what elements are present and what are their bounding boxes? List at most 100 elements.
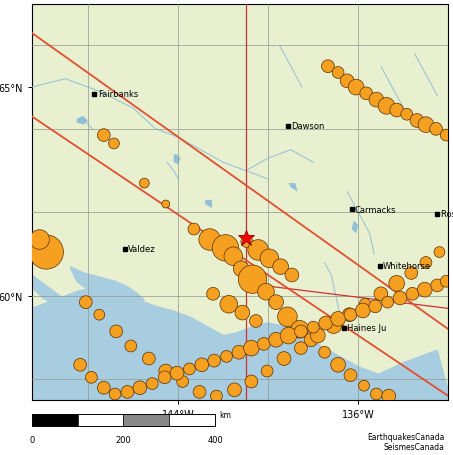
Point: [413, 117, 420, 125]
Point: [162, 201, 169, 208]
Point: [173, 369, 181, 377]
Point: [162, 368, 169, 375]
Text: EarthquakesCanada
SeismesCanada: EarthquakesCanada SeismesCanada: [367, 432, 444, 451]
Point: [149, 380, 156, 387]
Point: [347, 311, 354, 318]
Point: [145, 355, 153, 362]
Polygon shape: [9, 259, 66, 304]
Point: [288, 272, 295, 279]
Point: [198, 361, 205, 369]
Point: [384, 299, 391, 306]
Point: [127, 343, 135, 350]
Point: [112, 328, 120, 335]
Point: [77, 361, 84, 369]
Polygon shape: [173, 155, 180, 165]
Point: [393, 107, 400, 115]
Point: [421, 286, 429, 293]
Point: [343, 78, 351, 85]
Point: [334, 70, 342, 77]
Point: [436, 249, 443, 256]
Text: Ross R: Ross R: [441, 210, 453, 219]
Point: [260, 340, 267, 348]
Point: [434, 282, 441, 289]
Point: [321, 349, 328, 356]
Point: [262, 288, 270, 296]
Point: [161, 374, 168, 381]
Point: [433, 126, 440, 133]
Point: [373, 97, 380, 104]
Point: [231, 386, 238, 394]
Point: [236, 349, 243, 356]
Point: [252, 318, 260, 325]
Point: [403, 111, 410, 119]
Text: Carmacks: Carmacks: [355, 205, 396, 214]
Point: [124, 389, 131, 396]
Point: [352, 84, 360, 91]
Point: [422, 259, 429, 267]
Point: [248, 378, 255, 385]
Polygon shape: [70, 267, 145, 304]
Point: [186, 365, 193, 373]
Point: [443, 132, 450, 139]
Polygon shape: [77, 117, 88, 126]
Point: [230, 253, 237, 260]
Point: [264, 368, 271, 375]
Point: [36, 236, 43, 243]
Point: [409, 290, 416, 298]
Polygon shape: [352, 221, 358, 234]
Point: [322, 320, 329, 327]
Point: [111, 390, 119, 398]
Point: [359, 307, 366, 314]
Point: [43, 249, 50, 256]
Point: [136, 384, 144, 392]
Point: [206, 236, 213, 243]
Point: [82, 299, 89, 306]
Point: [249, 276, 256, 283]
Point: [243, 238, 251, 246]
Point: [179, 378, 186, 385]
Point: [361, 382, 368, 389]
Point: [100, 132, 107, 139]
Polygon shape: [32, 5, 448, 400]
Point: [88, 374, 95, 381]
Point: [239, 309, 246, 317]
Polygon shape: [205, 200, 212, 209]
Point: [209, 290, 217, 298]
Point: [141, 180, 148, 187]
Point: [324, 63, 332, 71]
Point: [255, 247, 262, 254]
Point: [223, 353, 230, 360]
Point: [385, 393, 392, 400]
Point: [334, 315, 342, 323]
Point: [284, 313, 291, 321]
Point: [396, 295, 404, 302]
Point: [346, 311, 353, 318]
Polygon shape: [289, 184, 298, 192]
Point: [371, 303, 379, 310]
Point: [422, 122, 429, 129]
Polygon shape: [370, 350, 448, 400]
Point: [393, 280, 400, 288]
Point: [213, 393, 220, 400]
Point: [111, 141, 118, 148]
Point: [377, 290, 385, 298]
Point: [248, 345, 255, 352]
Point: [383, 103, 390, 110]
Point: [296, 326, 304, 333]
Point: [222, 245, 229, 252]
Point: [96, 311, 103, 318]
Text: Valdez: Valdez: [128, 245, 156, 253]
Point: [361, 301, 369, 308]
Point: [211, 357, 218, 364]
Point: [310, 324, 317, 331]
Point: [190, 226, 198, 233]
Text: Fairbanks: Fairbanks: [98, 90, 138, 99]
Text: Haines Ju: Haines Ju: [347, 324, 386, 333]
Point: [347, 372, 354, 379]
Point: [408, 270, 415, 277]
Point: [196, 389, 203, 396]
Text: Dawson: Dawson: [291, 122, 325, 131]
Point: [308, 336, 315, 344]
Point: [362, 91, 370, 98]
Point: [314, 332, 322, 339]
